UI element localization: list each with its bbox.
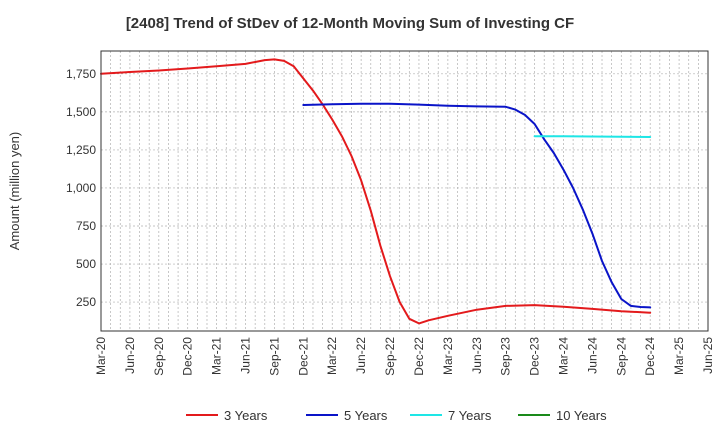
- legend-label: 3 Years: [224, 408, 268, 423]
- y-tick-label: 1,000: [66, 181, 96, 195]
- y-tick-label: 750: [76, 219, 96, 233]
- series-line-3-years: [100, 58, 652, 325]
- x-tick-label: Dec-21: [296, 337, 310, 376]
- x-tick-label: Dec-22: [412, 337, 426, 376]
- x-tick-label: Jun-20: [123, 337, 137, 374]
- x-tick-label: Mar-25: [672, 337, 686, 375]
- x-tick-label: Sep-23: [499, 337, 513, 376]
- x-tick-label: Mar-23: [441, 337, 455, 375]
- x-tick-label: Jun-22: [354, 337, 368, 374]
- legend: 3 Years 5 Years 7 Years 10 Years: [186, 408, 607, 423]
- y-tick-label: 250: [76, 295, 96, 309]
- x-tick-label: Dec-23: [528, 337, 542, 376]
- plot-frame: [100, 50, 709, 332]
- x-tick-label: Dec-24: [643, 337, 657, 376]
- x-tick-label: Sep-20: [152, 337, 166, 376]
- x-tick-label: Mar-20: [94, 337, 108, 375]
- series-line-7-years: [533, 135, 652, 138]
- x-tick-label: Sep-22: [383, 337, 397, 376]
- series-line-5-years: [302, 102, 652, 309]
- y-tick-label: 1,250: [66, 143, 96, 157]
- x-tick-label: Mar-22: [325, 337, 339, 375]
- x-tick-label: Mar-21: [210, 337, 224, 375]
- x-tick-label: Jun-24: [585, 337, 599, 374]
- x-tick-labels: Mar-20 Jun-20 Sep-20 Dec-20 Mar-21 Jun-21 Sep-…: [94, 337, 715, 376]
- x-tick-label: Mar-24: [556, 337, 570, 375]
- y-tick-label: 1,500: [66, 105, 96, 119]
- y-tick-labels: 250 500 750 1,000 1,250 1,500 1,750: [66, 67, 96, 309]
- grid: [100, 51, 709, 331]
- x-tick-label: Sep-21: [267, 337, 281, 376]
- series-lines: [100, 58, 652, 325]
- x-tick-label: Dec-20: [181, 337, 195, 376]
- x-tick-label: Jun-25: [701, 337, 715, 374]
- legend-label: 5 Years: [344, 408, 388, 423]
- chart-title: [2408] Trend of StDev of 12-Month Moving…: [126, 15, 574, 32]
- y-axis-label: Amount (million yen): [7, 132, 22, 251]
- x-tick-label: Jun-23: [470, 337, 484, 374]
- y-tick-label: 1,750: [66, 67, 96, 81]
- y-tick-label: 500: [76, 257, 96, 271]
- x-tick-label: Jun-21: [239, 337, 253, 374]
- x-tick-label: Sep-24: [614, 337, 628, 376]
- legend-label: 7 Years: [448, 408, 492, 423]
- legend-label: 10 Years: [556, 408, 607, 423]
